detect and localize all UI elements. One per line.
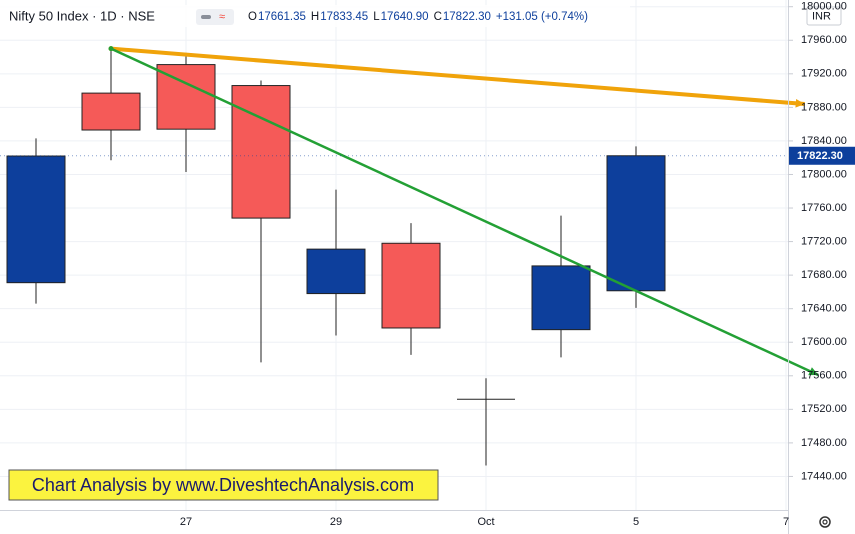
annotation-text: Chart Analysis by www.DiveshtechAnalysis… <box>32 475 414 495</box>
annotation-box <box>8 469 439 501</box>
y-tick-label: 17640.00 <box>801 303 847 315</box>
candle-body <box>381 242 441 329</box>
y-tick-label: 17760.00 <box>801 202 847 214</box>
trendline-arrow <box>808 367 819 376</box>
candle-body <box>6 155 66 284</box>
indicator-toggle[interactable] <box>196 9 234 25</box>
y-tick-label: 17680.00 <box>801 269 847 281</box>
y-tick-label: 17520.00 <box>801 403 847 415</box>
ohlc-change: +131.05 (+0.74%) <box>496 11 588 23</box>
x-tick-label: 5 <box>633 516 639 528</box>
x-tick-label: 29 <box>330 516 342 528</box>
ohlc-legend: O 17661.35 H 17833.45 L 17640.90 C 17822.30 +131… <box>248 11 588 23</box>
toggle-icon-wave: ≈ <box>219 11 225 23</box>
trendline <box>110 47 819 377</box>
trendline-anchor <box>108 46 114 52</box>
trendline <box>110 46 805 107</box>
y-tick-label: 17960.00 <box>801 34 847 46</box>
y-tick-label: 17720.00 <box>801 235 847 247</box>
y-tick-label: 17560.00 <box>801 370 847 382</box>
candle-body <box>606 155 666 292</box>
symbol-title: Nifty 50 Index · 1D · NSE <box>9 8 155 23</box>
y-tick-label: 18000.00 <box>801 1 847 13</box>
ohlc-value: 17833.45 <box>320 11 368 23</box>
candle-body <box>231 85 291 219</box>
ohlc-value: 17661.35 <box>258 11 306 23</box>
settings-icon[interactable] <box>819 516 831 528</box>
currency-label: INR <box>812 10 831 22</box>
y-tick-label: 17880.00 <box>801 101 847 113</box>
candle-body <box>306 248 366 295</box>
legend-bg <box>0 5 630 27</box>
last-price-tag <box>789 146 855 165</box>
x-tick-label: 7 <box>783 516 789 528</box>
y-tick-label: 17920.00 <box>801 68 847 80</box>
trendline-arrow <box>795 98 805 108</box>
last-price-label: 17822.30 <box>797 150 843 162</box>
ohlc-prefix: C <box>434 11 442 23</box>
ohlc-prefix: H <box>311 11 319 23</box>
y-tick-label: 17440.00 <box>801 470 847 482</box>
candle-body <box>531 265 591 331</box>
x-tick-label: 27 <box>180 516 192 528</box>
y-tick-label: 17840.00 <box>801 135 847 147</box>
candles <box>6 46 819 466</box>
candle-body <box>81 92 141 131</box>
toggle-icon <box>201 15 211 19</box>
ohlc-prefix: O <box>248 11 257 23</box>
x-tick-label: Oct <box>477 516 494 528</box>
y-tick-label: 17480.00 <box>801 437 847 449</box>
ohlc-value: 17640.90 <box>381 11 429 23</box>
ohlc-prefix: L <box>373 11 380 23</box>
y-tick-label: 17800.00 <box>801 168 847 180</box>
currency-button[interactable] <box>806 6 842 26</box>
ohlc-value: 17822.30 <box>443 11 491 23</box>
y-tick-label: 17600.00 <box>801 336 847 348</box>
